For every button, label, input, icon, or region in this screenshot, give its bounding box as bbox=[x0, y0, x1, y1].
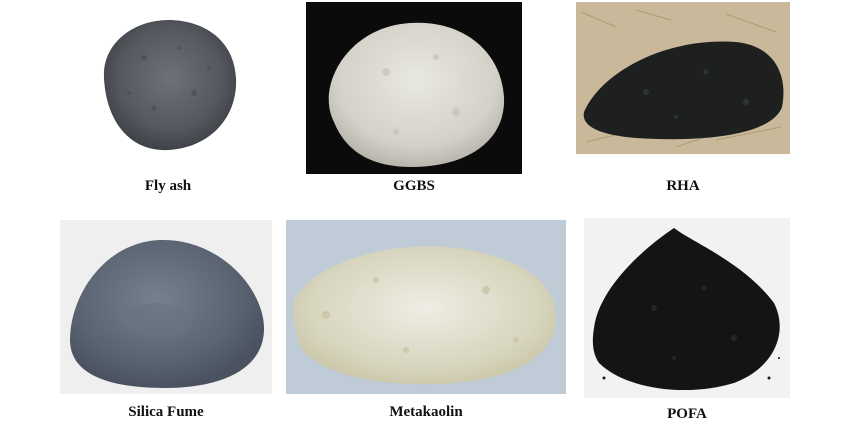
caption-fly-ash: Fly ash bbox=[144, 178, 192, 194]
caption-pofa: POFA bbox=[667, 406, 707, 422]
caption-metakaolin: Metakaolin bbox=[389, 404, 463, 420]
caption-rha: RHA bbox=[666, 178, 700, 194]
caption-silica-fume: Silica Fume bbox=[128, 404, 204, 420]
rha-photo bbox=[576, 2, 790, 154]
ggbs-photo bbox=[306, 2, 522, 174]
caption-ggbs: GGBS bbox=[393, 178, 435, 194]
metakaolin-photo bbox=[286, 220, 566, 394]
fly-ash-photo bbox=[84, 8, 252, 160]
silica-fume-photo bbox=[60, 220, 272, 394]
pofa-photo bbox=[584, 218, 790, 398]
